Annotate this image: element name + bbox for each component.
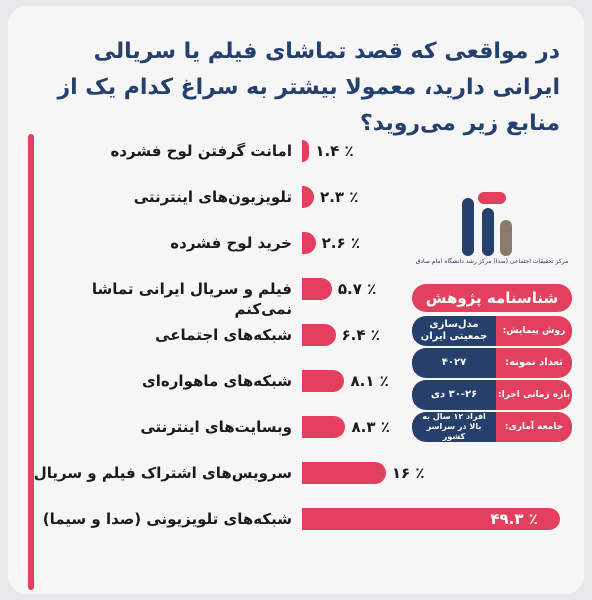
bar — [302, 186, 315, 208]
category-label: خرید لوح فشرده — [170, 234, 292, 252]
logo-caption: مرکز تحقیقات اجتماعی (صدا) مرکز رشد دانش… — [415, 258, 569, 265]
chart-title: در مواقعی که قصد تماشای فیلم یا سریالی ا… — [57, 39, 560, 136]
info-row-period: بازه زمانی اجرا: ۳۰-۲۶ دی — [412, 380, 572, 410]
value-label: ۲.۳ ٪ — [320, 188, 359, 206]
value-label: ۶.۴ ٪ — [341, 326, 380, 344]
value-label: ۲.۶ ٪ — [321, 234, 360, 252]
bar — [302, 508, 561, 530]
category-label: شبکه‌های ماهواره‌ای — [142, 372, 292, 390]
category-label: شبکه‌های اجتماعی — [155, 326, 292, 344]
bar — [302, 140, 310, 162]
category-label: امانت گرفتن لوح فشرده — [110, 142, 292, 160]
bar-chart: امانت گرفتن لوح فشرده ۱.۴ ٪ تلویزیون‌های ا… — [8, 6, 584, 594]
category-label: سرویس‌های اشتراک فیلم و سریال — [33, 464, 292, 482]
bar — [302, 416, 346, 438]
category-label: وبسایت‌های اینترنتی — [140, 418, 292, 436]
info-value: مدل‌سازی جمعیتی ایران — [412, 316, 496, 346]
value-label: ۸.۱ ٪ — [350, 372, 389, 390]
info-value: ۴۰۲۷ — [412, 348, 496, 378]
value-label: ۴۹.۳ ٪ — [490, 510, 538, 528]
research-id-header: شناسنامه پژوهش — [412, 284, 572, 312]
info-key: تعداد نمونه: — [496, 348, 572, 378]
info-key: بازه زمانی اجرا: — [496, 380, 572, 410]
category-label: تلویزیون‌های اینترنتی — [133, 188, 292, 206]
bar — [302, 278, 332, 300]
info-row-method: روش پیمایش: مدل‌سازی جمعیتی ایران — [412, 316, 572, 346]
info-row-sample-size: تعداد نمونه: ۴۰۲۷ — [412, 348, 572, 378]
infographic-card: در مواقعی که قصد تماشای فیلم یا سریالی ا… — [8, 6, 584, 594]
info-key: جامعه آماری: — [496, 412, 572, 442]
info-row-population: جامعه آماری: افراد ۱۲ سال به بالا در سرا… — [412, 412, 572, 442]
bar — [302, 324, 336, 346]
value-label: ۵.۷ ٪ — [337, 280, 377, 298]
left-accent-bar — [28, 134, 34, 590]
value-label: ۱.۴ ٪ — [315, 142, 354, 160]
value-label: ۸.۳ ٪ — [351, 418, 390, 436]
category-label: فیلم و سریال ایرانی تماشا نمی‌کنم — [91, 280, 292, 318]
value-label: ۱۶ ٪ — [391, 464, 425, 482]
category-label: شبکه‌های تلویزیونی (صدا و سیما) — [42, 510, 292, 528]
bar — [302, 232, 316, 254]
info-key: روش پیمایش: — [496, 316, 572, 346]
bar — [302, 462, 386, 484]
research-center-logo — [462, 192, 512, 256]
info-value: ۳۰-۲۶ دی — [412, 380, 496, 410]
info-value: افراد ۱۲ سال به بالا در سراسر کشور — [412, 412, 496, 442]
bar — [302, 370, 345, 392]
